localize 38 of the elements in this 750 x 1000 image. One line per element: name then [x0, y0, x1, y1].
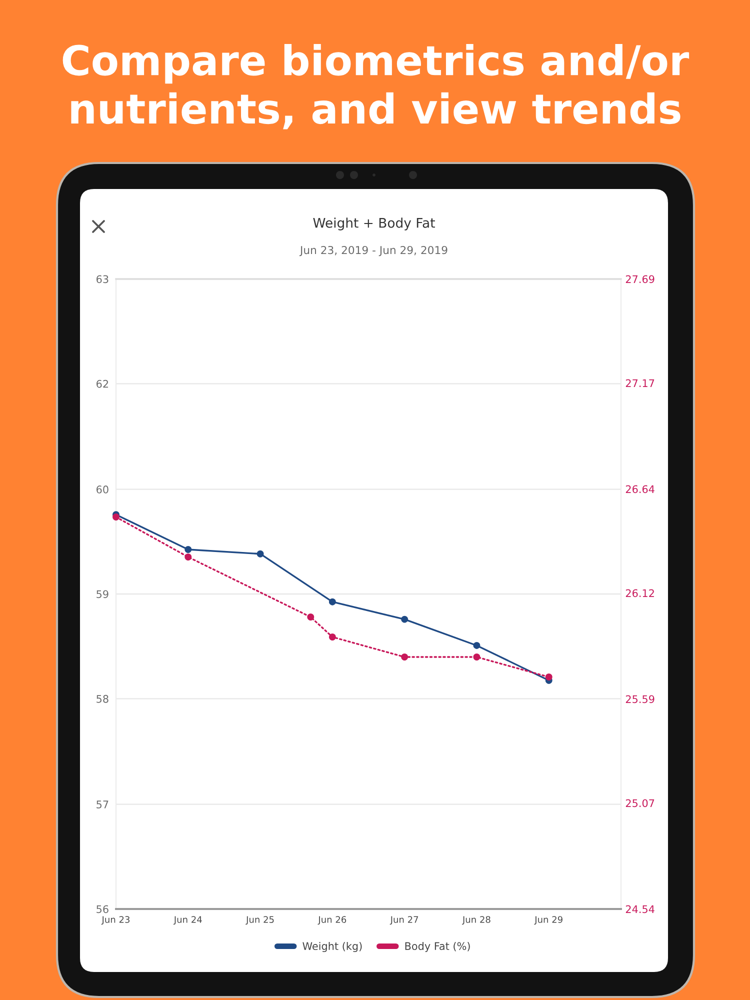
y-tick-label: 59 — [96, 590, 108, 598]
y2-tick-label: 27.17 — [626, 379, 654, 387]
y-tick-label: 56 — [96, 905, 108, 914]
x-tick-label: Jun 25 — [246, 916, 274, 925]
y-tick-label: 57 — [96, 800, 108, 808]
y2-tick-label: 25.07 — [626, 799, 654, 808]
y-tick-label: 60 — [96, 486, 108, 494]
text: Compare biometrics and/or nutrients, and view trends — [62, 44, 690, 130]
x-tick-label: Jun 29 — [534, 916, 562, 925]
chart-title: Weight + Body Fat — [313, 218, 435, 230]
y2-tick-label: 25.59 — [626, 695, 654, 704]
point — [112, 514, 120, 520]
y2-tick-label: 26.12 — [626, 589, 654, 598]
x-tick-label: Jun 23 — [101, 916, 130, 925]
point — [328, 634, 336, 640]
x-tick-label: Jun 26 — [318, 916, 346, 925]
y-tick-label: 62 — [96, 380, 108, 388]
y2-tick-label: 26.64 — [626, 485, 654, 494]
point — [256, 550, 264, 558]
legend-label: Weight (kg) — [302, 942, 362, 952]
legend-label: Body Fat (%) — [405, 942, 470, 952]
point — [545, 674, 552, 680]
point — [307, 614, 314, 620]
y2-tick-label: 24.54 — [626, 905, 654, 914]
point — [328, 598, 336, 606]
chart-subtitle: Jun 23, 2019 - Jun 29, 2019 — [299, 246, 448, 256]
y-tick-label: 58 — [96, 694, 108, 703]
point — [184, 546, 192, 553]
point — [473, 654, 480, 660]
point — [184, 554, 192, 560]
x-tick-label: Jun 28 — [462, 916, 490, 925]
point — [401, 654, 408, 660]
y-tick-label: 63 — [96, 275, 108, 284]
y2-tick-label: 27.69 — [626, 275, 654, 284]
x-tick-label: Jun 27 — [390, 916, 418, 925]
x-tick-label: Jun 24 — [173, 916, 202, 925]
point — [401, 616, 408, 623]
point — [473, 642, 480, 649]
